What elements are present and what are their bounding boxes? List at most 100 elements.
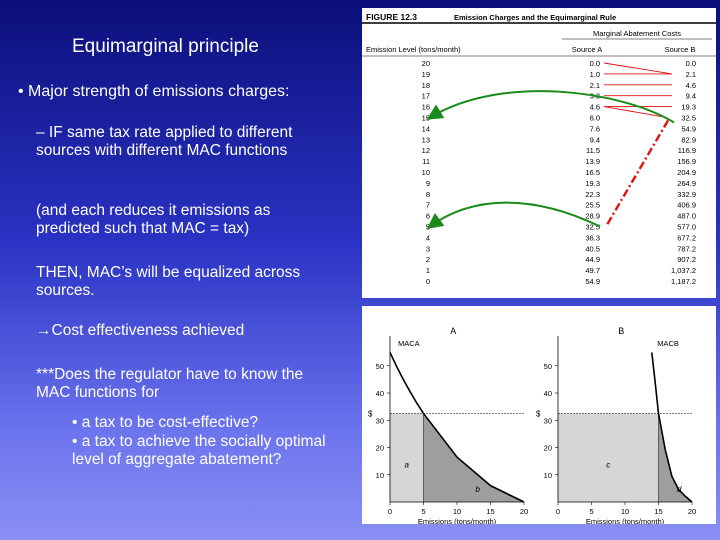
graph-title: B [618,326,624,336]
table-cell-emission: 4 [426,233,430,242]
table-cell-emission: 16 [422,103,430,112]
mac-curve [389,352,525,503]
col-header-source-b: Source B [665,45,696,54]
curve-label: MACA [398,339,420,348]
area-label: b [476,485,481,494]
table-cell-emission: 13 [422,135,430,144]
figure-table-panel: FIGURE 12.3 Emission Charges and the Equ… [362,8,716,298]
shaded-area-abatement-cost [658,413,692,502]
table-cell-source-b: 677.2 [677,233,696,242]
table-cell-source-a: 44.9 [585,255,600,264]
table-cell-source-b: 116.9 [678,146,696,155]
y-tick-label: 40 [376,389,384,398]
table-cell-emission: 3 [426,244,430,253]
y-tick-label: 30 [376,416,384,425]
table-cell-emission: 15 [422,114,430,123]
table-cell-source-a: 54.9 [585,277,600,286]
table-cell-source-b: 54.9 [681,124,696,133]
table-cell-source-a: 28.9 [585,212,600,221]
x-tick-label: 0 [388,507,392,516]
x-tick-label: 15 [486,507,494,516]
table-cell-source-b: 1,037.2 [671,266,696,275]
area-label: d [677,485,682,494]
y-tick-label: 40 [544,389,552,398]
figure-label: FIGURE 12.3 [366,12,417,22]
x-tick-label: 20 [688,507,696,516]
table-cell-emission: 12 [422,146,430,155]
table-cell-emission: 8 [426,190,430,199]
table-cell-source-a: 7.6 [590,124,600,133]
y-tick-label: 10 [376,471,384,480]
y-axis-label: $ [536,409,541,418]
x-axis-label: Emissions (tons/month) [418,517,497,524]
green-arrow-upper [426,90,675,124]
green-arrow-lower [426,201,601,229]
table-cell-emission: 14 [422,124,430,133]
bullet-sub-cost-effectiveness: →Cost effectiveness achieved [36,322,245,339]
table-cell-source-b: 204.9 [677,168,696,177]
x-tick-label: 5 [421,507,425,516]
bullet-sub-assumption: (and each reduces it emissions as predic… [36,202,271,237]
table-cell-source-b: 264.9 [677,179,696,188]
table-cell-source-a: 2.1 [590,81,600,90]
table-cell-source-b: 0.0 [686,59,696,68]
table-cell-source-b: 1,187.2 [671,277,696,286]
bullet-main: • Major strength of emissions charges: [18,83,290,100]
table-cell-source-a: 49.7 [585,266,600,275]
table-cell-source-a: 22.3 [585,190,600,199]
slide-title: Equimarginal principle [72,36,259,57]
y-tick-label: 20 [544,444,552,453]
table-cell-source-b: 156.9 [677,157,696,166]
table-cell-source-b: 907.2 [677,255,696,264]
table-cell-source-a: 1.0 [590,70,600,79]
bullet-question-2: • a tax to achieve the socially optimal … [72,433,326,468]
table-cell-source-b: 2.1 [686,70,696,79]
table-cell-emission: 17 [422,92,430,101]
bullet-sub-question: ***Does the regulator have to know the M… [36,366,304,401]
table-cell-source-a: 9.4 [590,135,600,144]
table-cell-source-a: 4.6 [590,103,600,112]
table-cell-source-b: 487.0 [677,212,696,221]
bullet-sub-condition: – IF same tax rate applied to different … [36,124,293,159]
table-cell-source-a: 16.5 [585,168,600,177]
table-cell-emission: 20 [422,59,430,68]
table-cell-emission: 6 [426,212,430,221]
table-cell-emission: 19 [422,70,430,79]
figure-title: Emission Charges and the Equimarginal Ru… [454,13,616,22]
table-cell-emission: 10 [422,168,430,177]
col-header-source-a: Source A [572,45,602,54]
table-cell-source-b: 4.6 [686,81,696,90]
col-header-emission: Emission Level (tons/month) [366,45,461,54]
table-cell-emission: 7 [426,201,430,210]
area-label: a [405,461,410,470]
y-tick-label: 50 [544,362,552,371]
y-axis-label: $ [368,409,373,418]
table-cell-source-b: 19.3 [681,103,696,112]
table-cell-source-b: 9.4 [686,92,696,101]
slide-text-panel: Equimarginal principle • Major strength … [0,0,360,540]
x-tick-label: 0 [556,507,560,516]
bullet-question-1: • a tax to be cost-effective? [72,414,259,431]
shaded-area-tax-paid [558,413,659,502]
shaded-area-abatement-cost [423,413,524,502]
x-tick-label: 15 [654,507,662,516]
table-cell-emission: 5 [426,223,430,232]
bullet-sub-result: THEN, MAC’s will be equalized across sou… [36,264,301,299]
table-cell-source-a: 36.3 [585,233,600,242]
figure-graphs-panel: 10 20 30 40 50 0 5 10 15 20 Emissions (tons/month)… [362,306,716,526]
table-cell-source-a: 13.9 [585,157,600,166]
table-cell-source-a: 6.0 [590,114,600,123]
table-cell-source-a: 11.5 [586,146,600,155]
table-cell-emission: 1 [426,266,430,275]
table-cell-source-b: 82.9 [681,135,696,144]
table-cell-source-b: 577.0 [677,223,696,232]
mac-table: FIGURE 12.3 Emission Charges and the Equ… [362,12,716,286]
table-cell-source-a: 40.5 [585,244,600,253]
mac-graphs: 10 20 30 40 50 0 5 10 15 20 Emissions (tons/month)… [368,326,696,526]
table-cell-emission: 9 [426,179,430,188]
table-cell-emission: 0 [426,277,430,286]
x-tick-label: 10 [621,507,629,516]
mac-curve [651,352,693,503]
table-cell-source-b: 787.2 [677,244,696,253]
table-cell-emission: 11 [422,157,430,166]
